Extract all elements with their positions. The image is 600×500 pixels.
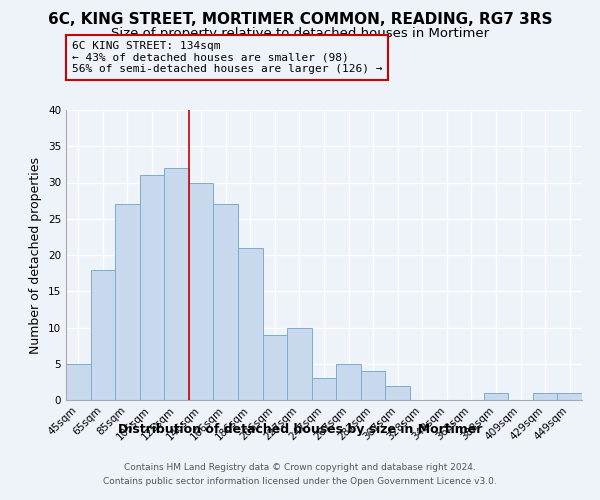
Bar [385,386,410,400]
Bar [164,168,189,400]
Bar [115,204,140,400]
Y-axis label: Number of detached properties: Number of detached properties [29,156,43,354]
Bar [140,176,164,400]
Bar [189,182,214,400]
Text: Contains HM Land Registry data © Crown copyright and database right 2024.: Contains HM Land Registry data © Crown c… [124,462,476,471]
Text: 6C, KING STREET, MORTIMER COMMON, READING, RG7 3RS: 6C, KING STREET, MORTIMER COMMON, READIN… [48,12,552,28]
Text: Size of property relative to detached houses in Mortimer: Size of property relative to detached ho… [111,28,489,40]
Bar [263,335,287,400]
Bar [91,270,115,400]
Bar [336,364,361,400]
Bar [484,393,508,400]
Bar [557,393,582,400]
Bar [312,378,336,400]
Text: Distribution of detached houses by size in Mortimer: Distribution of detached houses by size … [118,422,482,436]
Bar [214,204,238,400]
Text: Contains public sector information licensed under the Open Government Licence v3: Contains public sector information licen… [103,478,497,486]
Bar [533,393,557,400]
Bar [238,248,263,400]
Bar [361,371,385,400]
Text: 6C KING STREET: 134sqm
← 43% of detached houses are smaller (98)
56% of semi-det: 6C KING STREET: 134sqm ← 43% of detached… [72,41,383,74]
Bar [66,364,91,400]
Bar [287,328,312,400]
